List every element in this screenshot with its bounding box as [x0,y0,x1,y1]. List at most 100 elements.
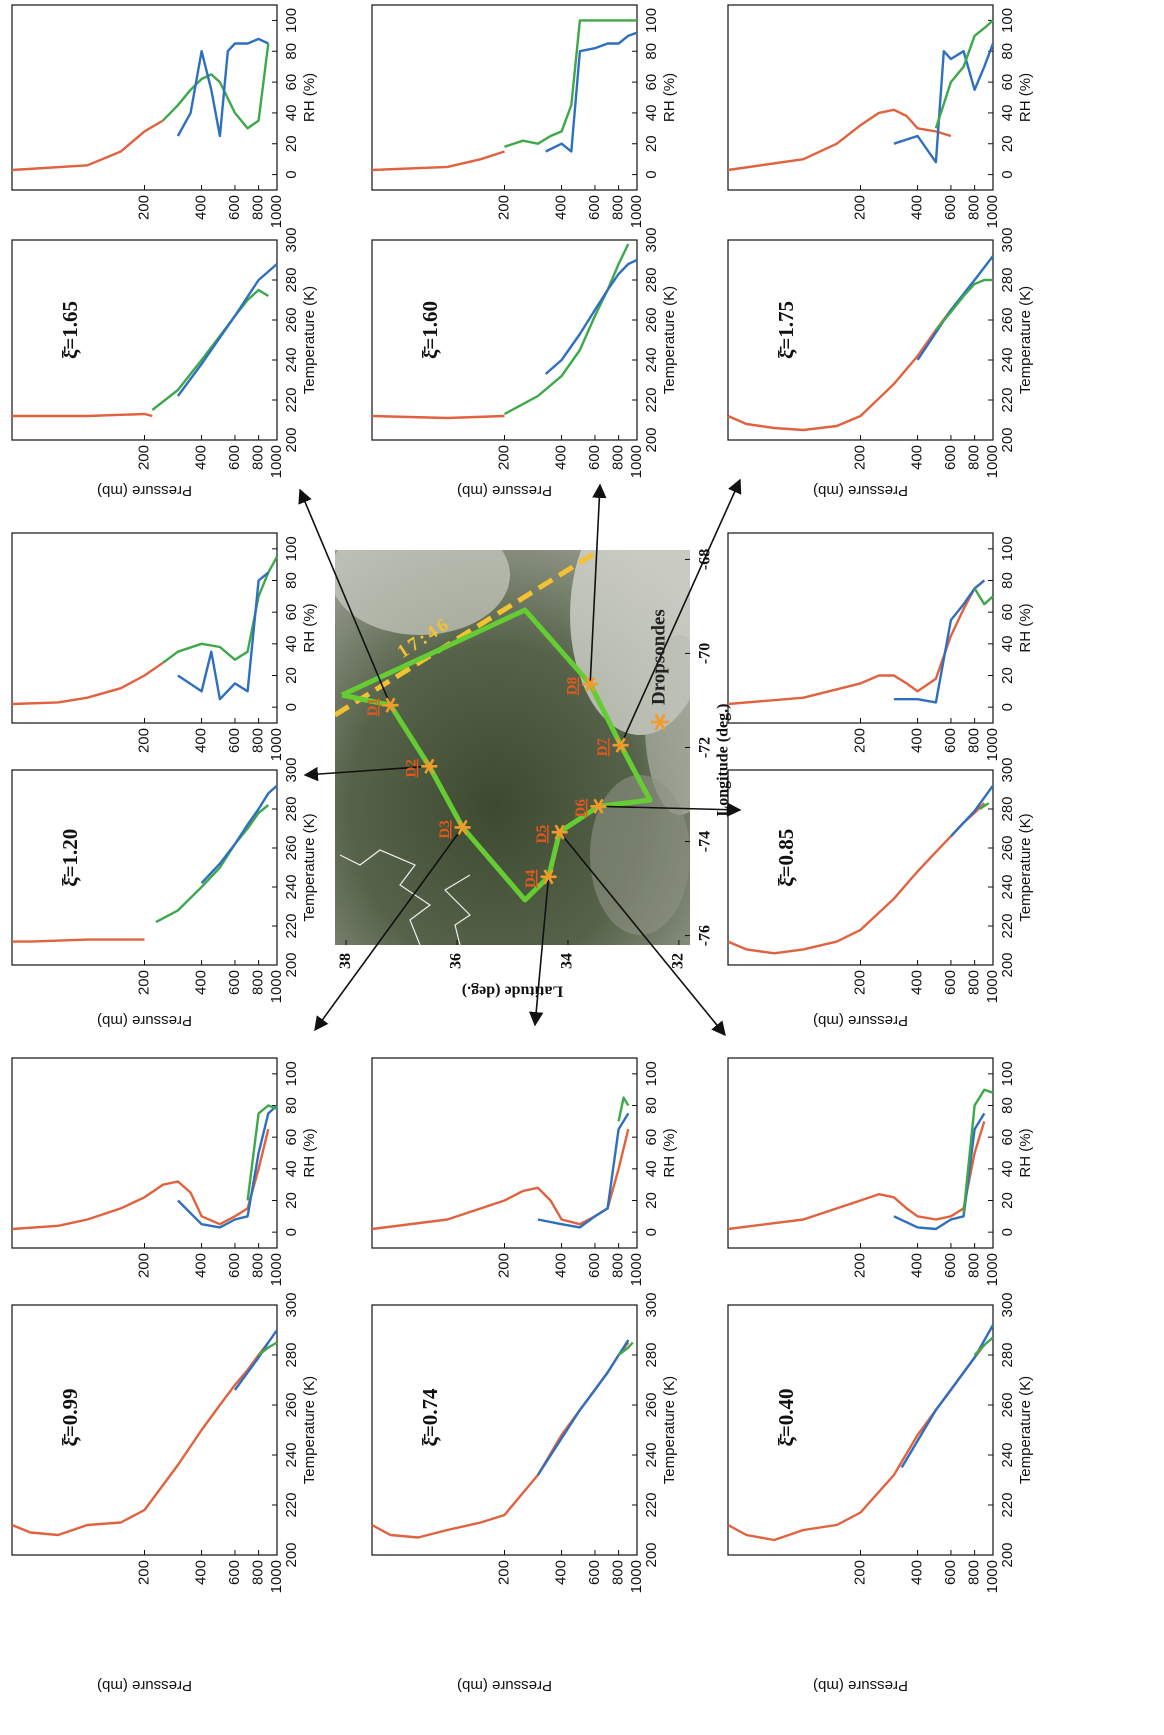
x-tick-label: 280 [283,267,300,292]
x-tick-label: 0 [283,1228,300,1236]
x-tick-label: 20 [643,1192,660,1209]
x-tick-label: 280 [999,267,1016,292]
profile-line [200,784,278,884]
profile-line [11,661,164,706]
x-tick-label: 0 [999,703,1016,711]
x-axis-label: Longitude (deg.) [715,704,732,817]
profile-line [537,1112,630,1229]
y-tick-label: 200 [135,1560,152,1585]
x-tick-label: 0 [643,170,660,178]
y-tick-label: 800 [610,1560,627,1585]
x-axis-label: RH (%) [301,1128,318,1177]
y-tick-label: 600 [586,195,603,220]
arrow [598,802,742,817]
profile-line [934,19,994,129]
y-axis-label: Pressure (mb) [813,482,908,499]
profile-line [12,938,145,943]
plot-frame [11,1304,278,1556]
y-tick-label: 400 [909,1560,926,1585]
x-tick-label: 280 [999,1342,1016,1367]
x-tick-label: 220 [999,1492,1016,1517]
x-tick-label: 100 [283,8,300,33]
y-tick-label: 800 [250,195,267,220]
y-tick-label: 1000 [268,1560,285,1593]
y-tick-label: 200 [135,1253,152,1278]
y-tick-label: 400 [909,1253,926,1278]
x-axis-label: RH (%) [661,73,678,122]
y-tick-label: 600 [942,445,959,470]
x-axis-label: Temperature (K) [1017,1376,1034,1484]
arrow [314,826,464,1032]
x-tick-label: 40 [999,635,1016,652]
x-axis-label: Temperature (K) [301,1376,318,1484]
x-tick-label: 80 [643,43,660,60]
x-tick-label: 80 [999,1097,1016,1114]
x-tick-label: 80 [643,1097,660,1114]
x-tick-label: 100 [999,536,1016,561]
x-tick-label: 100 [643,8,660,33]
y-axis-label: Latitude (deg.) [462,982,563,999]
y-tick-label: 400 [193,1560,210,1585]
y-axis-label: Pressure (mb) [457,1677,552,1694]
profile-line [536,1339,630,1476]
x-tick-label: 300 [283,1292,300,1317]
y-axis-label: Pressure (mb) [457,482,552,499]
y-tick-label: 600 [586,445,603,470]
profile-line [503,243,630,416]
y-tick-label: 1000 [268,1253,285,1286]
y-tick-label: 400 [909,970,926,995]
y-tick-label: 200 [851,445,868,470]
y-tick-label: 800 [966,195,983,220]
profile-line [257,1341,278,1356]
x-tick-label: 40 [999,1160,1016,1177]
profile-line [544,258,638,375]
y-axis-label: Pressure (mb) [813,1012,908,1029]
x-tick-label: 300 [999,1292,1016,1317]
y-tick-label: 800 [250,970,267,995]
x-tick-label: 60 [643,74,660,91]
x-axis-label: RH (%) [301,73,318,122]
x-tick-label: 260 [643,1392,660,1417]
profile-line [545,31,638,153]
x-tick-label: 80 [999,572,1016,589]
x-tick-label: 300 [643,227,660,252]
y-tick-label: 400 [909,728,926,753]
y-tick-label: 800 [966,1560,983,1585]
satellite-image [335,550,690,945]
dropsonde-point [421,758,438,774]
x-tick-label: 200 [643,1542,660,1567]
xi-annotation: ξ̄=1.20 [58,829,82,887]
profile-line [176,263,278,397]
profile-line [978,802,990,811]
profile-line [371,414,505,420]
xi-annotation: ξ̄=1.60 [418,301,442,359]
x-tick-label: 220 [283,913,300,938]
x-tick-label: 0 [999,170,1016,178]
y-tick-label: 600 [586,1253,603,1278]
x-tick-label: 20 [999,667,1016,684]
x-tick-label: 220 [283,387,300,412]
y-tick-label: 36 [448,953,465,969]
y-tick-label: 1000 [628,1253,645,1286]
y-tick-label: 1000 [268,445,285,478]
x-tick-label: 20 [999,1192,1016,1209]
x-tick-label: 200 [999,427,1016,452]
x-tick-label: 100 [283,536,300,561]
y-tick-label: 600 [226,1253,243,1278]
y-tick-label: 1000 [628,445,645,478]
profile-line [934,278,993,331]
x-tick-label: 60 [283,604,300,621]
x-tick-label: 80 [283,43,300,60]
x-tick-label: -72 [697,737,714,758]
y-tick-label: 400 [553,1560,570,1585]
arrow [529,876,550,1027]
x-tick-label: 40 [643,1160,660,1177]
x-tick-label: 260 [283,835,300,860]
dropsonde-label: D2 [404,759,420,777]
x-tick-label: 240 [999,874,1016,899]
arrow [589,483,607,685]
y-tick-label: 800 [250,445,267,470]
y-tick-label: 1000 [628,195,645,228]
profile-line [233,1329,278,1391]
